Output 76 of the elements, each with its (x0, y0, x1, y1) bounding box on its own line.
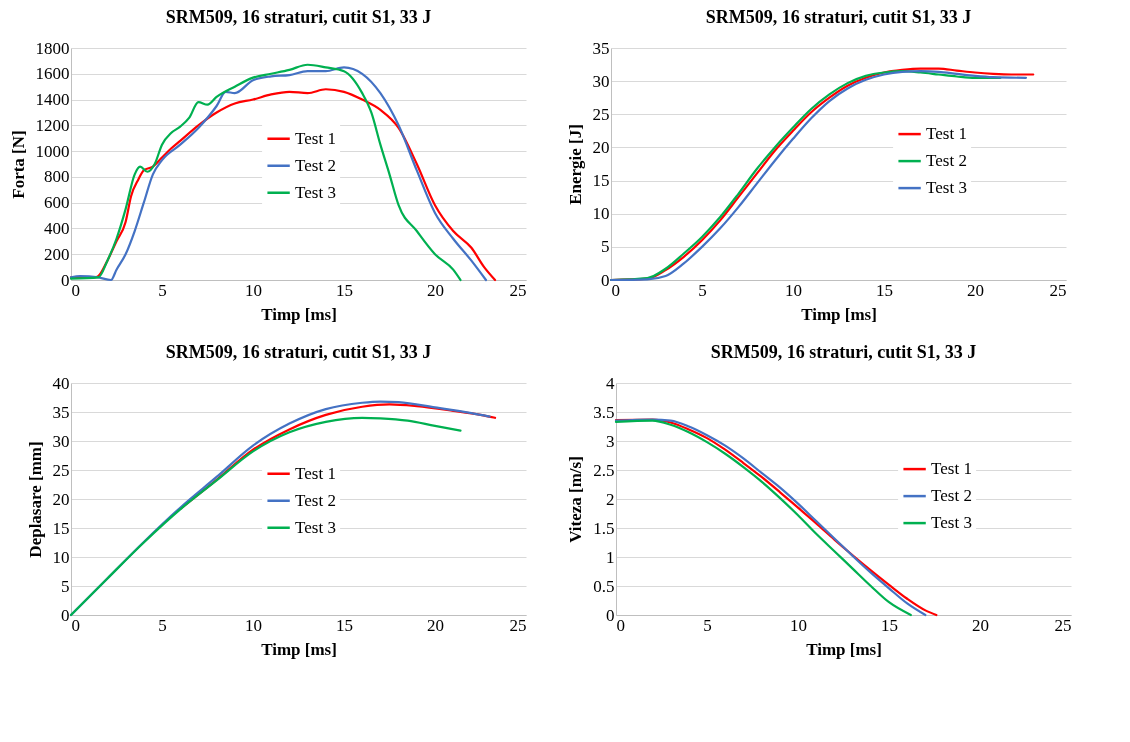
chart-title: SRM509, 16 straturi, cutit S1, 33 J (705, 7, 972, 27)
y-tick-label: 800 (44, 167, 70, 187)
legend-label: Test 3 (931, 513, 972, 533)
x-axis-title: Timp [ms] (806, 639, 882, 659)
y-tick-label: 40 (52, 373, 70, 393)
legend-label: Test 1 (926, 124, 967, 144)
y-tick-label: 600 (44, 193, 70, 213)
x-tick-label: 20 (427, 615, 444, 635)
y-axis-title: Deplasare [mm] (25, 441, 45, 558)
x-tick-label: 20 (427, 280, 444, 300)
chart-title: SRM509, 16 straturi, cutit S1, 33 J (165, 7, 432, 27)
y-tick-label: 1400 (35, 90, 70, 110)
y-tick-label: 400 (44, 218, 70, 238)
x-tick-label: 10 (785, 280, 802, 300)
x-tick-label: 25 (509, 615, 527, 635)
legend-label: Test 1 (295, 128, 336, 148)
y-tick-label: 1 (606, 547, 615, 567)
x-tick-label: 10 (790, 615, 807, 635)
y-tick-label: 5 (601, 237, 610, 257)
y-tick-label: 25 (592, 104, 610, 124)
legend-label: Test 2 (926, 151, 967, 171)
x-tick-label: 10 (245, 615, 262, 635)
x-tick-label: 15 (876, 280, 893, 300)
y-tick-label: 200 (44, 244, 70, 264)
y-tick-label: 30 (592, 71, 610, 91)
legend-label: Test 2 (295, 155, 336, 175)
y-tick-label: 2.5 (593, 460, 615, 480)
y-tick-label: 35 (592, 38, 610, 58)
x-tick-label: 15 (336, 280, 353, 300)
y-tick-label: 1200 (35, 115, 70, 135)
legend-label: Test 2 (295, 490, 336, 510)
y-axis-title: Energie [J] (565, 124, 585, 205)
x-tick-label: 25 (1054, 615, 1072, 635)
y-tick-label: 5 (61, 576, 70, 596)
x-tick-label: 25 (509, 280, 527, 300)
x-tick-label: 5 (698, 280, 707, 300)
legend-label: Test 2 (931, 486, 972, 506)
y-tick-label: 35 (52, 402, 70, 422)
y-tick-label: 1000 (35, 141, 70, 161)
x-tick-label: 10 (245, 280, 262, 300)
y-tick-label: 4 (606, 373, 615, 393)
x-tick-label: 15 (881, 615, 898, 635)
legend-label: Test 1 (931, 459, 972, 479)
x-tick-label: 15 (336, 615, 353, 635)
x-axis-title: Timp [ms] (801, 304, 877, 324)
y-tick-label: 20 (592, 137, 610, 157)
y-axis-title: Forta [N] (8, 130, 28, 199)
chart-title: SRM509, 16 straturi, cutit S1, 33 J (165, 342, 432, 362)
y-tick-label: 20 (52, 489, 70, 509)
legend-label: Test 3 (295, 517, 336, 537)
x-tick-label: 5 (158, 615, 167, 635)
y-tick-label: 1600 (35, 64, 70, 84)
x-axis-title: Timp [ms] (261, 639, 337, 659)
x-tick-label: 5 (703, 615, 712, 635)
legend-label: Test 1 (295, 463, 336, 483)
y-tick-label: 3 (606, 431, 615, 451)
x-axis-title: Timp [ms] (261, 304, 337, 324)
legend-label: Test 3 (295, 182, 336, 202)
y-tick-label: 1800 (35, 38, 70, 58)
y-tick-label: 3.5 (593, 402, 615, 422)
y-tick-label: 15 (52, 518, 70, 538)
x-tick-label: 5 (158, 280, 167, 300)
y-axis-title: Viteza [m/s] (566, 456, 586, 543)
y-tick-label: 25 (52, 460, 70, 480)
y-tick-label: 10 (592, 204, 610, 224)
y-tick-label: 30 (52, 431, 70, 451)
y-tick-label: 1.5 (593, 518, 615, 538)
x-tick-label: 25 (1049, 280, 1067, 300)
x-tick-label: 20 (967, 280, 984, 300)
chart-title: SRM509, 16 straturi, cutit S1, 33 J (710, 342, 977, 362)
x-tick-label: 20 (972, 615, 989, 635)
legend-label: Test 3 (926, 178, 967, 198)
y-tick-label: 2 (606, 489, 615, 509)
y-tick-label: 10 (52, 547, 70, 567)
y-tick-label: 0.5 (593, 576, 615, 596)
y-tick-label: 15 (592, 171, 610, 191)
